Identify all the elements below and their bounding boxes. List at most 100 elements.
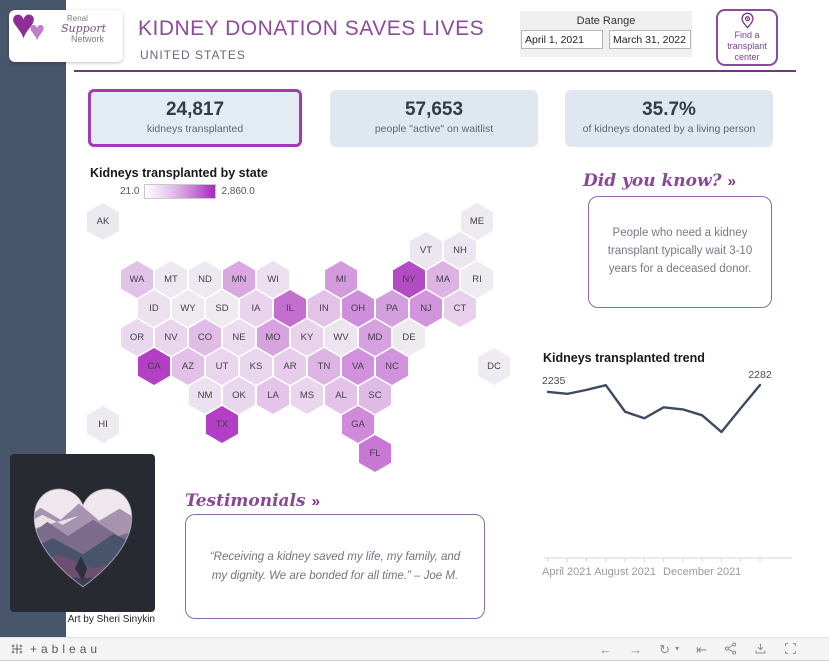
trend-title: Kidneys transplanted trend bbox=[543, 351, 705, 365]
state-hex-HI[interactable]: HI bbox=[87, 406, 119, 443]
state-hex-DC[interactable]: DC bbox=[478, 348, 510, 385]
state-hex-CA[interactable]: CA bbox=[138, 348, 170, 385]
share-icon bbox=[724, 641, 737, 655]
state-hex-AR[interactable]: AR bbox=[274, 348, 306, 385]
state-hex-SC[interactable]: SC bbox=[359, 377, 391, 414]
kpi-card-kidneys-transplanted[interactable]: 24,817 kidneys transplanted bbox=[88, 89, 302, 147]
state-hex-NH[interactable]: NH bbox=[444, 232, 476, 269]
state-hex-MT[interactable]: MT bbox=[155, 261, 187, 298]
state-hex-OR[interactable]: OR bbox=[121, 319, 153, 356]
testimonial-box: “Receiving a kidney saved my life, my fa… bbox=[185, 514, 485, 619]
replay-dropdown-caret[interactable]: ▾ bbox=[675, 644, 680, 653]
reset-button[interactable]: ⇤ bbox=[696, 641, 707, 657]
state-hex-WV[interactable]: WV bbox=[325, 319, 357, 356]
find-transplant-center-button[interactable]: Find a transplant center bbox=[716, 9, 778, 66]
undo-button[interactable]: ← bbox=[599, 641, 613, 657]
kpi-card-living-donor[interactable]: 35.7% of kidneys donated by a living per… bbox=[565, 90, 773, 147]
find-center-label: Find a transplant center bbox=[727, 30, 767, 62]
logo-line-3: Network bbox=[71, 33, 105, 44]
rsn-logo: ♥ ♥ Renal Support Network bbox=[9, 0, 123, 62]
state-hex-MN[interactable]: MN bbox=[223, 261, 255, 298]
state-hex-NE[interactable]: NE bbox=[223, 319, 255, 356]
heart-small-icon: ♥ bbox=[29, 16, 46, 46]
state-hex-OK[interactable]: OK bbox=[223, 377, 255, 414]
state-hex-IN[interactable]: IN bbox=[308, 290, 340, 327]
state-hex-MD[interactable]: MD bbox=[359, 319, 391, 356]
state-hex-AK[interactable]: AK bbox=[87, 203, 119, 240]
state-hex-MS[interactable]: MS bbox=[291, 377, 323, 414]
state-hex-NM[interactable]: NM bbox=[189, 377, 221, 414]
location-pin-icon bbox=[740, 13, 754, 29]
state-hex-ID[interactable]: ID bbox=[138, 290, 170, 327]
map-color-legend: 21.0 2,860.0 bbox=[120, 184, 255, 199]
state-hex-NY[interactable]: NY bbox=[393, 261, 425, 298]
tableau-brand: +ableau bbox=[0, 642, 101, 656]
heart-landscape-art bbox=[33, 488, 132, 588]
state-hex-KY[interactable]: KY bbox=[291, 319, 323, 356]
date-range-panel: Date Range bbox=[520, 11, 692, 57]
heart-art-image bbox=[10, 454, 155, 612]
state-hex-TX[interactable]: TX bbox=[206, 406, 238, 443]
did-you-know-heading: Did you know? » bbox=[583, 171, 736, 191]
state-hex-MO[interactable]: MO bbox=[257, 319, 289, 356]
state-hex-AL[interactable]: AL bbox=[325, 377, 357, 414]
state-hex-MI[interactable]: MI bbox=[325, 261, 357, 298]
date-start-input[interactable] bbox=[521, 30, 603, 49]
fullscreen-button[interactable] bbox=[784, 642, 797, 657]
page-title: KIDNEY DONATION SAVES LIVES bbox=[138, 17, 485, 40]
state-hex-CT[interactable]: CT bbox=[444, 290, 476, 327]
tableau-wordmark: +ableau bbox=[30, 642, 102, 656]
testimonials-text: Testimonials bbox=[185, 491, 306, 511]
state-hex-WI[interactable]: WI bbox=[257, 261, 289, 298]
state-hex-ND[interactable]: ND bbox=[189, 261, 221, 298]
did-you-know-arrow-link[interactable]: » bbox=[727, 173, 736, 190]
redo-button[interactable]: → bbox=[629, 641, 643, 657]
testimonials-arrow-link[interactable]: » bbox=[311, 493, 320, 510]
state-hex-UT[interactable]: UT bbox=[206, 348, 238, 385]
legend-min-label: 21.0 bbox=[120, 186, 140, 197]
state-hex-CO[interactable]: CO bbox=[189, 319, 221, 356]
state-hex-GA[interactable]: GA bbox=[342, 406, 374, 443]
header-divider bbox=[74, 70, 796, 72]
state-hex-WY[interactable]: WY bbox=[172, 290, 204, 327]
tableau-logo-icon bbox=[11, 644, 23, 654]
state-hex-VT[interactable]: VT bbox=[410, 232, 442, 269]
state-hex-IL[interactable]: IL bbox=[274, 290, 306, 327]
date-end-input[interactable] bbox=[609, 30, 691, 49]
state-hex-AZ[interactable]: AZ bbox=[172, 348, 204, 385]
state-hex-LA[interactable]: LA bbox=[257, 377, 289, 414]
state-hex-RI[interactable]: RI bbox=[461, 261, 493, 298]
kpi-value: 57,653 bbox=[404, 99, 464, 120]
state-hex-SD[interactable]: SD bbox=[206, 290, 238, 327]
state-hex-PA[interactable]: PA bbox=[376, 290, 408, 327]
download-button[interactable] bbox=[754, 642, 767, 657]
state-hex-KS[interactable]: KS bbox=[240, 348, 272, 385]
legend-max-label: 2,860.0 bbox=[221, 186, 255, 197]
share-button[interactable] bbox=[724, 641, 737, 657]
replay-button[interactable]: ↻ bbox=[659, 641, 671, 657]
state-hex-ME[interactable]: ME bbox=[461, 203, 493, 240]
logo-text: Renal Support Network bbox=[61, 14, 106, 44]
state-hex-OH[interactable]: OH bbox=[342, 290, 374, 327]
state-hex-VA[interactable]: VA bbox=[342, 348, 374, 385]
state-hex-NJ[interactable]: NJ bbox=[410, 290, 442, 327]
testimonial-quote: “Receiving a kidney saved my life, my fa… bbox=[209, 551, 461, 582]
state-hex-IA[interactable]: IA bbox=[240, 290, 272, 327]
state-hex-WA[interactable]: WA bbox=[121, 261, 153, 298]
state-hex-NV[interactable]: NV bbox=[155, 319, 187, 356]
kpi-label: of kidneys donated by a living person bbox=[582, 123, 756, 135]
state-hex-NC[interactable]: NC bbox=[376, 348, 408, 385]
did-you-know-body: People who need a kidney transplant typi… bbox=[607, 227, 753, 275]
state-hex-TN[interactable]: TN bbox=[308, 348, 340, 385]
state-hex-DE[interactable]: DE bbox=[393, 319, 425, 356]
fullscreen-icon bbox=[785, 642, 796, 654]
did-you-know-box: People who need a kidney transplant typi… bbox=[588, 196, 772, 308]
trend-chart[interactable]: April 2021 August 2021 December 2021 2235 22… bbox=[540, 368, 796, 582]
state-hex-FL[interactable]: FL bbox=[359, 435, 391, 472]
state-hex-MA[interactable]: MA bbox=[427, 261, 459, 298]
kpi-value: 24,817 bbox=[165, 99, 225, 120]
kpi-card-waitlist[interactable]: 57,653 people "active" on waitlist bbox=[330, 90, 538, 147]
kpi-label: kidneys transplanted bbox=[146, 123, 244, 135]
